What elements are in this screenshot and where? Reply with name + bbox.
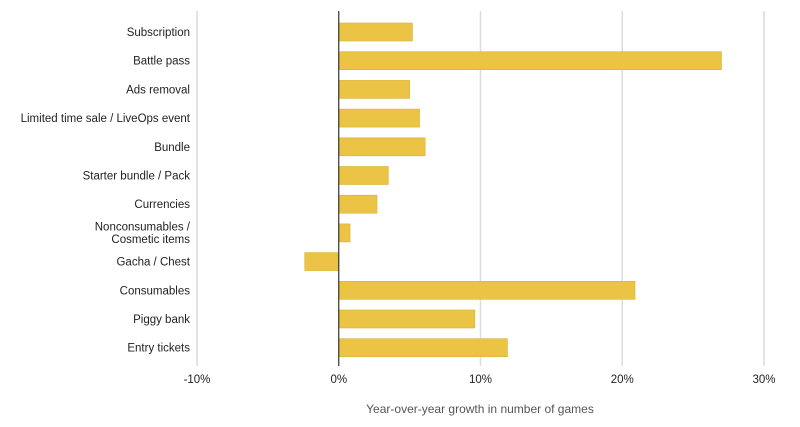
x-tick-labels: -10% 0% 10% 20% 30% [184,374,776,386]
category-label-4: Bundle [154,142,190,154]
gridlines [196,11,765,366]
category-label-6: Currencies [134,199,190,211]
category-label-5: Starter bundle / Pack [83,171,191,183]
category-label-1: Battle pass [133,56,190,68]
x-tick-label-3: 20% [611,374,634,386]
bar-10 [338,309,476,329]
bar-6 [338,194,378,214]
bar-4 [338,137,426,157]
category-labels: Subscription Battle pass Ads removal Limite… [21,27,191,355]
category-label-8: Gacha / Chest [116,257,190,269]
bar-0 [338,22,413,42]
bar-8 [304,252,340,271]
bar-2 [338,80,410,99]
category-label-10: Piggy bank [133,314,190,326]
category-label-2: Ads removal [126,84,190,96]
category-label-0: Subscription [127,27,190,39]
category-label-9: Consumables [120,285,191,297]
bar-7 [338,223,351,243]
x-tick-label-1: 0% [330,374,347,386]
bar-9 [338,280,636,300]
bar-5 [338,166,389,185]
x-tick-label-0: -10% [184,374,211,386]
bar-3 [338,108,420,128]
category-label-7: Nonconsumables / Cosmetic items [95,222,191,247]
bar-11 [338,338,508,358]
category-label-11: Entry tickets [127,343,190,355]
x-axis-title: Year-over-year growth in number of games [366,402,594,416]
category-label-3: Limited time sale / LiveOps event [21,113,191,125]
x-tick-label-4: 30% [752,374,775,386]
bar-1 [338,51,722,71]
x-tick-label-2: 10% [469,374,492,386]
bars [304,22,722,358]
